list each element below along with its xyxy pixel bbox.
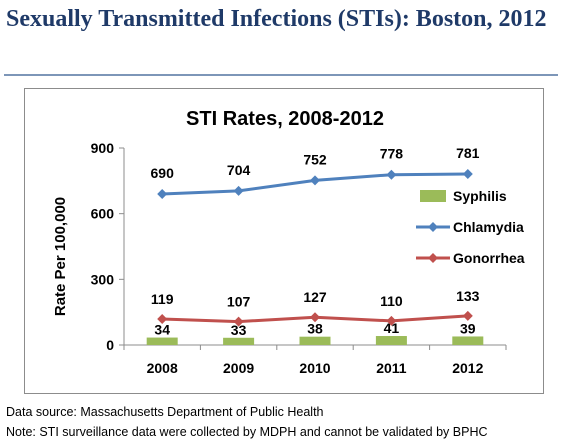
page-title: Sexually Transmitted Infections (STIs): … bbox=[6, 6, 547, 32]
x-tick-label: 2012 bbox=[452, 360, 483, 376]
syphilis-data-label: 33 bbox=[231, 322, 247, 338]
legend-label-syphilis: Syphilis bbox=[453, 188, 507, 204]
gonorrhea-data-label: 127 bbox=[303, 289, 327, 305]
gonorrhea-marker bbox=[386, 315, 397, 326]
x-tick-label: 2008 bbox=[147, 360, 178, 376]
gonorrhea-marker bbox=[462, 310, 473, 321]
chlamydia-marker bbox=[233, 185, 244, 196]
legend-label-chlamydia: Chlamydia bbox=[453, 219, 524, 235]
chlamydia-data-label: 778 bbox=[380, 146, 404, 162]
x-tick-label: 2010 bbox=[299, 360, 330, 376]
x-tick-label: 2011 bbox=[376, 360, 407, 376]
gonorrhea-data-label: 107 bbox=[227, 294, 251, 310]
gonorrhea-marker bbox=[157, 313, 168, 324]
y-axis-title: Rate Per 100,000 bbox=[52, 197, 69, 316]
syphilis-bar bbox=[452, 336, 484, 345]
chart-frame: STI Rates, 2008-2012 0 300 600 900 Rate Per 1… bbox=[24, 88, 544, 394]
syphilis-data-label: 41 bbox=[384, 320, 400, 336]
chlamydia-marker bbox=[386, 169, 397, 180]
data-source-note: Data source: Massachusetts Department of… bbox=[6, 405, 324, 419]
syphilis-bar bbox=[223, 337, 255, 345]
chart-title: STI Rates, 2008-2012 bbox=[186, 108, 384, 130]
chlamydia-marker bbox=[157, 188, 168, 199]
chlamydia-data-label: 752 bbox=[303, 151, 327, 167]
gonorrhea-data-label: 133 bbox=[456, 288, 480, 304]
gonorrhea-data-label: 119 bbox=[151, 291, 174, 307]
y-tick-label: 300 bbox=[91, 271, 115, 287]
y-tick-label: 900 bbox=[91, 140, 115, 156]
syphilis-bar bbox=[299, 336, 331, 345]
validation-note: Note: STI surveillance data were collect… bbox=[6, 425, 488, 439]
x-tick-label: 2009 bbox=[223, 360, 254, 376]
syphilis-data-label: 34 bbox=[154, 322, 170, 338]
chlamydia-data-label: 781 bbox=[456, 145, 480, 161]
chlamydia-marker bbox=[310, 175, 320, 186]
syphilis-bar bbox=[146, 337, 178, 345]
legend-swatch-syphilis bbox=[420, 190, 446, 202]
syphilis-bar bbox=[375, 336, 407, 345]
sti-rates-chart: STI Rates, 2008-2012 0 300 600 900 Rate Per 1… bbox=[52, 108, 525, 376]
syphilis-data-label: 39 bbox=[460, 320, 476, 336]
y-tick-label: 0 bbox=[106, 337, 114, 353]
title-divider bbox=[4, 74, 558, 76]
chlamydia-marker bbox=[462, 169, 473, 180]
syphilis-data-label: 38 bbox=[307, 321, 323, 337]
gonorrhea-data-label: 110 bbox=[380, 293, 403, 309]
legend-marker-chlamydia bbox=[428, 222, 438, 232]
gonorrhea-marker bbox=[233, 316, 244, 327]
y-tick-label: 600 bbox=[91, 206, 115, 222]
legend-marker-gonorrhea bbox=[428, 253, 438, 263]
gonorrhea-marker bbox=[310, 312, 320, 323]
legend-label-gonorrhea: Gonorrhea bbox=[453, 250, 525, 266]
chlamydia-data-label: 704 bbox=[227, 162, 251, 178]
footnotes: Data source: Massachusetts Department of… bbox=[6, 402, 561, 442]
chlamydia-data-label: 690 bbox=[151, 165, 175, 181]
